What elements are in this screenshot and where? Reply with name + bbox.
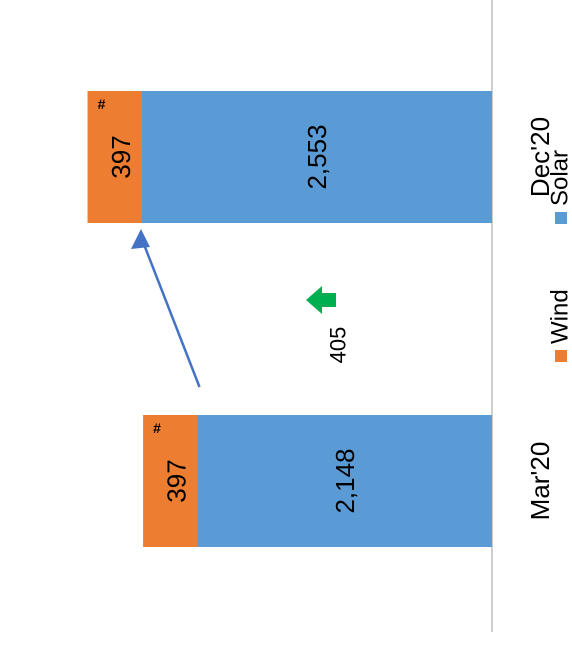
wind-footnote-marker-0: # <box>153 420 161 436</box>
wind-footnote-marker-1: # <box>98 96 106 112</box>
data-label-wind-1: 397 <box>106 135 136 178</box>
legend-label-solar: Solar <box>547 150 572 206</box>
legend-swatch-wind <box>555 350 567 362</box>
change-arrow-head <box>131 229 150 249</box>
change-label: 405 <box>326 327 351 364</box>
data-label-solar-0: 2,148 <box>330 448 360 513</box>
data-label-solar-1: 2,553 <box>302 124 332 189</box>
change-arrow-line <box>145 247 200 387</box>
legend-swatch-solar <box>555 212 567 224</box>
category-label-0: Mar'20 <box>525 442 555 521</box>
change-up-indicator-icon <box>306 286 336 314</box>
legend-label-wind: Wind <box>547 289 572 344</box>
data-label-wind-0: 397 <box>161 459 191 502</box>
